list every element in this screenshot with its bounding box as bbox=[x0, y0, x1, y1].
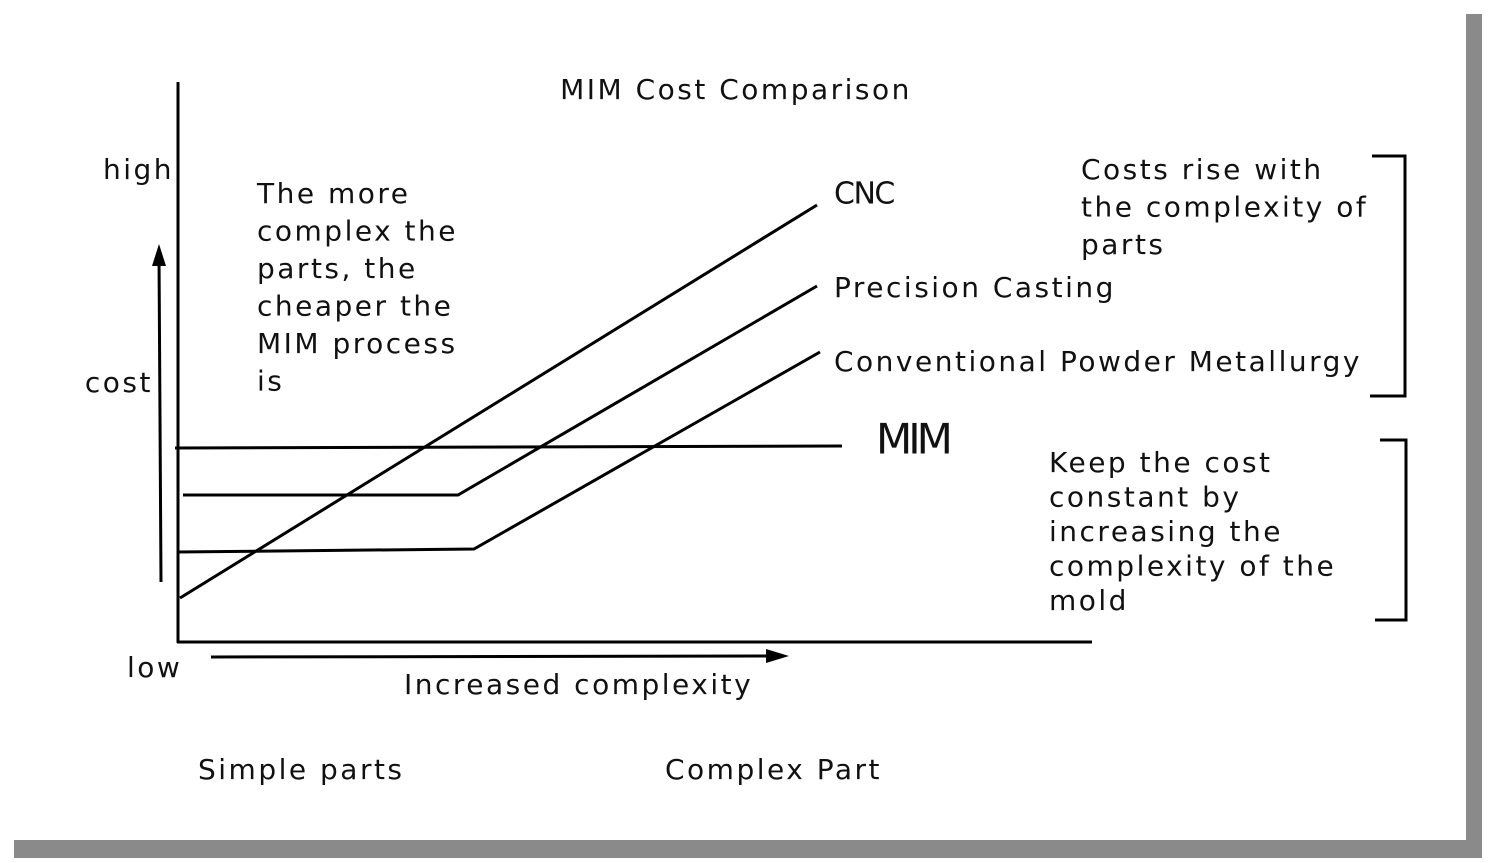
y-label: cost bbox=[85, 366, 153, 399]
note-line: complexity of the bbox=[1049, 550, 1336, 583]
y-low: low bbox=[127, 651, 182, 684]
line-label: CNC bbox=[834, 177, 894, 212]
notes: The more complex the parts, the cheaper the… bbox=[256, 153, 1368, 617]
casting-line bbox=[183, 284, 818, 497]
bracket bbox=[1375, 438, 1408, 622]
line-label: Precision Casting bbox=[834, 271, 1116, 304]
note-line: constant by bbox=[1049, 481, 1241, 514]
x-right: Complex Part bbox=[665, 753, 882, 786]
note-line: MIM process bbox=[257, 327, 458, 360]
x-left: Simple parts bbox=[198, 753, 405, 786]
complexity-arrow bbox=[210, 654, 775, 659]
note-line: parts bbox=[1081, 228, 1166, 261]
note-line: cheaper the bbox=[257, 290, 453, 323]
cost-arrow-head bbox=[152, 244, 166, 266]
cnc-line bbox=[179, 203, 818, 600]
note-line: Costs rise with bbox=[1081, 153, 1324, 186]
x-label: Increased complexity bbox=[404, 668, 753, 701]
card bbox=[0, 0, 1466, 840]
line-label: MIM bbox=[876, 415, 950, 464]
line-label: Conventional Powder Metallurgy bbox=[834, 345, 1362, 378]
powder-line bbox=[176, 350, 821, 554]
bracket bbox=[1370, 154, 1407, 398]
complexity-arrow-head bbox=[766, 649, 789, 663]
y-high: high bbox=[103, 153, 174, 186]
note-line: increasing the bbox=[1049, 515, 1283, 548]
note-line: is bbox=[257, 365, 284, 398]
note-line: Keep the cost bbox=[1049, 446, 1273, 479]
note-line: parts, the bbox=[257, 252, 418, 285]
mim-line bbox=[174, 444, 843, 450]
note-line: complex the bbox=[257, 215, 458, 248]
note-line: The more bbox=[256, 177, 411, 210]
cost-arrow bbox=[157, 254, 163, 583]
note-line: the complexity of bbox=[1081, 191, 1368, 224]
title: MIM Cost Comparison bbox=[560, 73, 912, 106]
note-line: mold bbox=[1049, 584, 1129, 617]
